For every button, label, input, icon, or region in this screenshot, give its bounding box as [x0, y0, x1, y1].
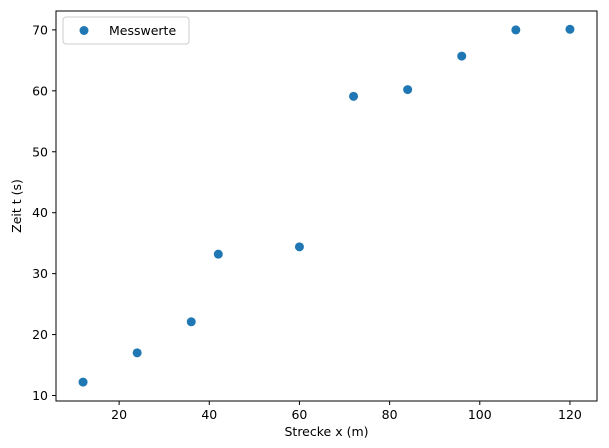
- y-tick-label: 30: [32, 266, 48, 281]
- data-point: [132, 348, 142, 358]
- y-tick-label: 40: [32, 205, 48, 220]
- data-point: [78, 377, 88, 387]
- data-point: [186, 317, 196, 327]
- y-tick-label: 60: [32, 83, 48, 98]
- x-axis: 20 40 60 80 100 120: [111, 401, 582, 422]
- data-point: [213, 249, 223, 259]
- data-point: [403, 85, 413, 95]
- data-point: [511, 25, 521, 35]
- x-tick-label: 40: [201, 407, 217, 422]
- x-tick-label: 80: [382, 407, 398, 422]
- data-point: [565, 24, 575, 34]
- data-point: [349, 91, 359, 101]
- data-points: [78, 24, 575, 387]
- y-axis-label: Zeit t (s): [9, 179, 24, 233]
- legend-box: [62, 16, 190, 45]
- y-axis: 10 20 30 40 50 60 70: [32, 22, 56, 403]
- plot-area: [55, 10, 598, 402]
- x-axis-label: Strecke x (m): [284, 424, 368, 439]
- x-tick-label: 60: [291, 407, 307, 422]
- y-tick-label: 20: [32, 327, 48, 342]
- legend-label: Messwerte: [109, 23, 176, 38]
- legend: Messwerte: [62, 16, 190, 45]
- plot-frame: [55, 10, 598, 402]
- data-point: [457, 51, 467, 61]
- x-tick-label: 100: [468, 407, 492, 422]
- data-point: [294, 242, 304, 252]
- x-tick-label: 20: [111, 407, 127, 422]
- y-tick-label: 70: [32, 22, 48, 37]
- y-tick-label: 50: [32, 144, 48, 159]
- y-tick-label: 10: [32, 388, 48, 403]
- x-tick-label: 120: [558, 407, 582, 422]
- legend-marker: [79, 26, 89, 35]
